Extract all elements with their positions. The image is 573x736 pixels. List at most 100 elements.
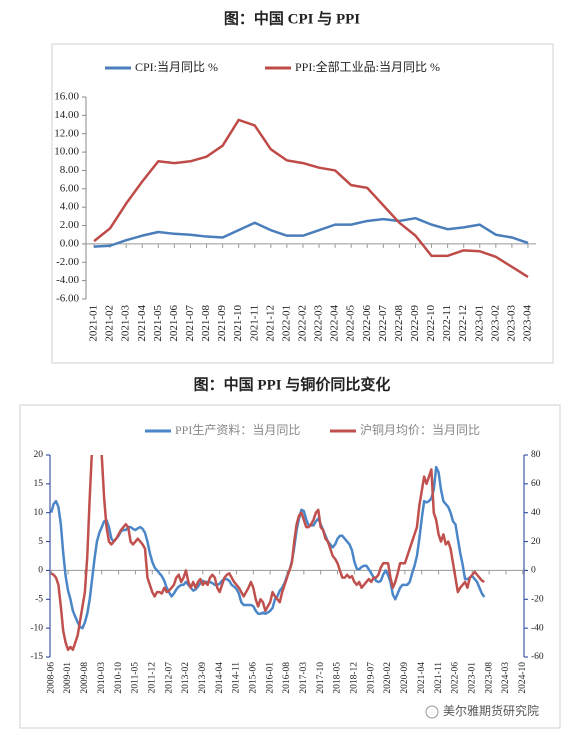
x-tick-label: 2022-06 (361, 305, 373, 342)
series-line (50, 465, 486, 630)
legend-label: PPI生产资料：当月同比 (175, 423, 300, 437)
x-tick-label: 2021-10 (232, 305, 244, 342)
logo (425, 705, 439, 719)
x-tick-label: 2016-08 (282, 662, 292, 694)
x-tick-label: 2014-04 (215, 662, 225, 694)
y-tick-label: 14.00 (54, 109, 79, 121)
y2-tick-label: -40 (531, 623, 544, 633)
x-tick-label: 2017-10 (316, 662, 326, 694)
y-tick-label: 4.00 (60, 201, 80, 213)
x-tick-label: 2022-08 (393, 305, 405, 342)
x-tick-label: 2021-07 (184, 305, 196, 342)
chart-frame (51, 43, 554, 364)
x-tick-label: 2021-02 (104, 305, 116, 342)
x-tick-label: 2022-12 (457, 305, 469, 342)
x-tick-label: 2023-02 (489, 305, 501, 342)
y2-tick-label: -60 (531, 652, 544, 662)
x-tick-label: 2023-03 (505, 305, 517, 342)
x-tick-label: 2021-11 (248, 305, 260, 341)
y-tick-label: 6.00 (60, 182, 80, 194)
x-tick-label: 2024-10 (518, 662, 528, 694)
chart-title: 图：中国 PPI 与铜价同比变化 (194, 375, 391, 393)
y-tick-label: 8.00 (60, 164, 80, 176)
y-tick-label: 12.00 (54, 127, 79, 139)
y2-tick-label: 40 (531, 508, 541, 518)
y-tick-label: 2.00 (60, 219, 80, 231)
x-tick-label: 2020-09 (400, 662, 410, 694)
x-tick-label: 2010-10 (114, 662, 124, 694)
x-tick-label: 2011-12 (147, 662, 157, 694)
y-tick-label: 0.00 (60, 237, 80, 249)
x-tick-label: 2021-09 (216, 305, 228, 342)
y-tick-label: -4.00 (56, 274, 79, 286)
x-tick-label: 2022-04 (329, 305, 341, 342)
x-tick-label: 2012-07 (164, 662, 174, 694)
x-tick-label: 2016-01 (265, 662, 275, 694)
x-tick-label: 2013-09 (198, 662, 208, 694)
watermark: 美尔雅期货研究院 (443, 703, 539, 718)
x-tick-label: 2021-04 (136, 305, 148, 342)
x-tick-label: 2021-05 (152, 305, 164, 342)
x-tick-label: 2021-06 (168, 305, 180, 342)
series-line (50, 455, 485, 652)
y-tick-label: -10 (30, 623, 43, 633)
x-tick-label: 2021-04 (417, 662, 427, 694)
series-line (93, 216, 529, 248)
y-tick-label: 5 (38, 537, 43, 547)
y-tick-label: -2.00 (56, 256, 79, 268)
y-tick-label: 10.00 (54, 146, 79, 158)
y-tick-label: -6.00 (56, 293, 79, 305)
x-tick-label: 2023-01 (473, 305, 485, 342)
y-tick-label: 10 (34, 508, 44, 518)
x-tick-label: 2023-01 (467, 662, 477, 694)
y-tick-label: 16.00 (54, 91, 79, 103)
x-tick-label: 2011-05 (131, 662, 141, 694)
x-tick-label: 2010-03 (97, 662, 107, 694)
x-tick-label: 2022-03 (313, 305, 325, 342)
x-tick-label: 2022-01 (280, 305, 292, 342)
x-tick-label: 2018-12 (350, 662, 360, 694)
x-tick-label: 2023-08 (484, 662, 494, 694)
y2-tick-label: 60 (531, 479, 541, 489)
x-tick-label: 2024-03 (501, 662, 511, 694)
x-tick-label: 2021-11 (434, 662, 444, 694)
x-tick-label: 2013-02 (181, 662, 191, 694)
x-tick-label: 2021-12 (264, 305, 276, 342)
y2-tick-label: 80 (531, 450, 541, 460)
y2-tick-label: 20 (531, 537, 541, 547)
x-tick-label: 2019-07 (366, 662, 376, 694)
x-tick-label: 2009-08 (80, 662, 90, 694)
x-tick-label: 2022-02 (296, 305, 308, 342)
x-tick-label: 2020-02 (383, 662, 393, 694)
legend-label: CPI:当月同比 % (135, 60, 218, 74)
chart-title: 图：中国 CPI 与 PPI (224, 9, 360, 27)
x-tick-label: 2009-01 (63, 662, 73, 694)
y-tick-label: -5 (35, 594, 43, 604)
x-tick-label: 2021-08 (200, 305, 212, 342)
y2-tick-label: -20 (531, 594, 544, 604)
x-tick-label: 2022-10 (425, 305, 437, 342)
x-tick-label: 2022-07 (377, 305, 389, 342)
chart-frame (19, 404, 561, 729)
y-tick-label: 15 (34, 479, 44, 489)
x-tick-label: 2021-01 (88, 305, 100, 342)
x-tick-label: 2018-05 (333, 662, 343, 694)
legend-label: 沪铜月均价：当月同比 (360, 422, 480, 437)
x-tick-label: 2008-06 (46, 662, 56, 694)
y2-tick-label: 0 (531, 566, 536, 576)
y-tick-label: 0 (38, 566, 43, 576)
x-tick-label: 2021-03 (120, 305, 132, 342)
legend-label: PPI:全部工业品:当月同比 % (295, 59, 440, 74)
y-tick-label: 20 (34, 450, 44, 460)
series-line (93, 118, 529, 279)
x-tick-label: 2022-06 (451, 662, 461, 694)
x-tick-label: 2023-04 (521, 305, 533, 342)
x-tick-label: 2022-09 (409, 305, 421, 342)
x-tick-label: 2022-11 (441, 305, 453, 341)
x-tick-label: 2017-03 (299, 662, 309, 694)
x-tick-label: 2015-06 (249, 662, 259, 694)
x-tick-label: 2022-05 (345, 305, 357, 342)
x-tick-label: 2014-11 (232, 662, 242, 694)
